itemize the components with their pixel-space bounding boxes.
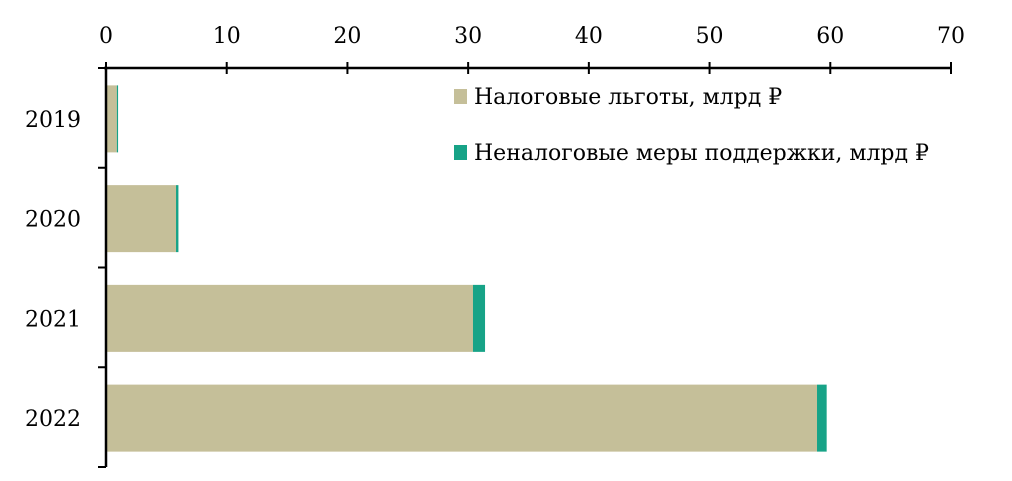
bar-2019-series-1 (116, 85, 119, 153)
bar-2021-series-0 (106, 284, 473, 352)
y-category-label-2020: 2020 (25, 208, 81, 233)
x-tick-label-0: 0 (99, 24, 113, 49)
bar-2020-series-0 (106, 185, 177, 253)
legend-label-1: Неналоговые меры поддержки, млрд ₽ (474, 141, 929, 166)
legend-swatch-0 (454, 89, 467, 104)
bar-2022-series-1 (817, 384, 827, 452)
bars (106, 85, 827, 452)
bar-2021-series-1 (472, 284, 486, 352)
legend: Налоговые льготы, млрд ₽ Неналоговые меры… (454, 85, 929, 166)
x-tick-label-30: 30 (454, 24, 482, 49)
x-tick-label-70: 70 (937, 24, 965, 49)
legend-swatch-1 (454, 145, 467, 160)
bar-2020-series-1 (176, 185, 179, 253)
y-axis-categories: 2019 2020 2021 2022 (25, 67, 106, 468)
x-tick-label-40: 40 (575, 24, 603, 49)
bar-2019-series-0 (106, 85, 117, 153)
y-category-label-2022: 2022 (25, 407, 81, 432)
x-tick-label-10: 10 (213, 24, 241, 49)
bar-2022-series-0 (106, 384, 818, 452)
y-category-label-2019: 2019 (25, 108, 81, 133)
x-tick-label-60: 60 (816, 24, 844, 49)
x-tick-label-20: 20 (333, 24, 361, 49)
y-category-label-2021: 2021 (25, 307, 81, 332)
x-axis-ticks: 0 10 20 30 40 50 60 70 (99, 24, 965, 74)
x-tick-label-50: 50 (696, 24, 724, 49)
legend-label-0: Налоговые льготы, млрд ₽ (474, 85, 782, 110)
